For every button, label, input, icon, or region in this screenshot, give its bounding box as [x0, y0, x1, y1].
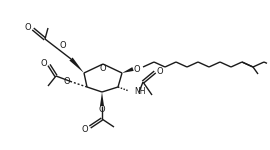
Text: O: O: [64, 76, 70, 85]
Text: O: O: [25, 22, 31, 32]
Text: O: O: [82, 124, 88, 134]
Polygon shape: [122, 67, 134, 73]
Text: O: O: [41, 58, 47, 68]
Text: O: O: [134, 64, 140, 74]
Polygon shape: [100, 92, 104, 106]
Text: O: O: [100, 64, 106, 73]
Text: O: O: [99, 105, 105, 114]
Text: O: O: [60, 42, 66, 51]
Polygon shape: [69, 57, 84, 73]
Text: NH: NH: [134, 87, 146, 96]
Text: O: O: [157, 66, 163, 75]
